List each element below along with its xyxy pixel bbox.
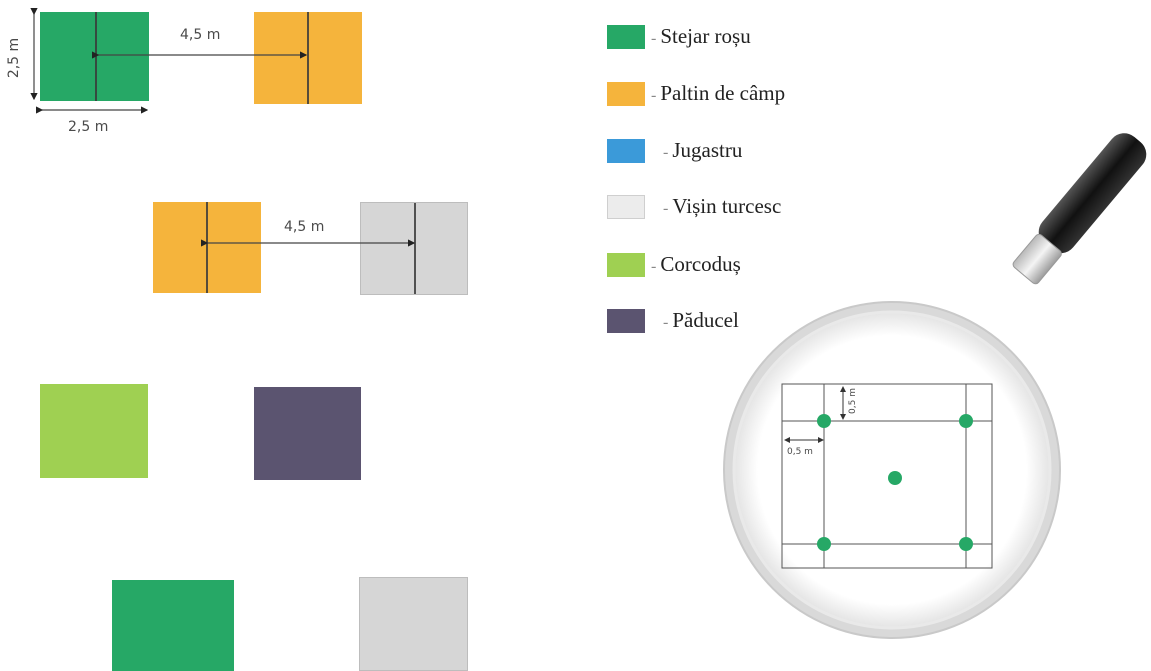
plot-stejar-rosu-row4 [112,580,234,671]
legend-label: Paltin de câmp [660,81,785,106]
legend-item-visin: Vișin turcesc [607,192,867,222]
magnifier-offset-top-label: 0,5 m [847,388,858,414]
swatch-stejar-rosu [607,25,645,49]
swatch-jugastru [607,139,645,163]
plot-divider [206,202,208,293]
plot-paltin-row2 [153,202,261,293]
legend-label: Corcoduș [660,252,741,277]
plot-divider [307,12,309,104]
plot-divider [414,203,416,294]
magnifier-offset-left-label: 0,5 m [787,447,813,457]
swatch-paltin [607,82,645,106]
legend-item-corcodus: Corcoduș [607,250,867,280]
plot-visin-row4 [359,577,468,671]
spacing-label-row1: 4,5 m [180,27,221,43]
legend-label: Stejar roșu [660,24,750,49]
swatch-paducel [607,309,645,333]
plot-paducel [254,387,361,480]
legend-label: Păducel [672,308,738,333]
legend-label: Vișin turcesc [672,194,781,219]
legend-item-paltin: Paltin de câmp [607,79,867,109]
width-label: 2,5 m [68,119,109,135]
legend-item-jugastru: Jugastru [607,136,867,166]
legend-label: Jugastru [672,138,742,163]
plot-visin-row2 [360,202,468,295]
spacing-label-row2: 4,5 m [284,219,325,235]
legend-item-stejar-rosu: Stejar roșu [607,22,867,52]
swatch-corcodus [607,253,645,277]
swatch-visin [607,195,645,219]
plot-corcodus [40,384,148,478]
legend-item-paducel: Păducel [607,306,867,336]
